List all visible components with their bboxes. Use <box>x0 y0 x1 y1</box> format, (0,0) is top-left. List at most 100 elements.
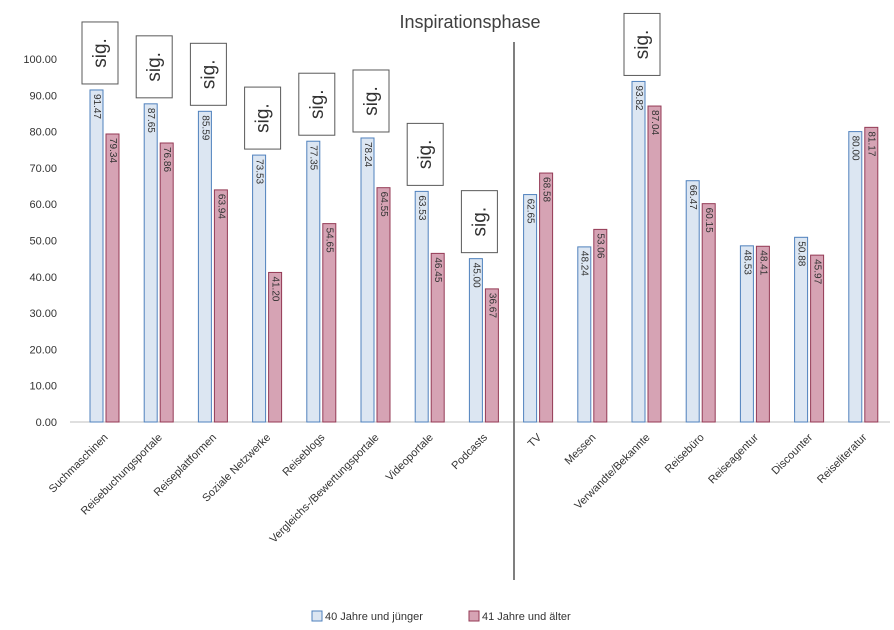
y-tick-label: 10.00 <box>29 381 57 393</box>
value-label: 87.04 <box>649 110 660 135</box>
category-label: Podcasts <box>450 431 491 472</box>
value-label: 64.55 <box>378 192 389 217</box>
sig-label: sig. <box>90 38 111 68</box>
bar-series-1 <box>794 236 809 423</box>
y-tick-label: 60.00 <box>29 199 57 211</box>
category-label: TV <box>526 431 545 450</box>
value-label: 87.65 <box>145 108 156 133</box>
sig-box <box>406 122 444 186</box>
bar-series-2 <box>701 203 716 423</box>
value-label: 76.86 <box>161 147 172 172</box>
category-label: Videoportale <box>384 432 436 484</box>
bar-series-1 <box>848 131 863 423</box>
sig-label: sig. <box>198 60 219 90</box>
sig-label: sig. <box>361 86 382 116</box>
sig-box <box>81 21 119 85</box>
category-label: Vergleichs-/Bewertungsportale <box>268 432 382 546</box>
bar-series-2 <box>322 223 337 423</box>
legend-label-series-1: 40 Jahre und jünger <box>325 611 423 623</box>
value-label: 63.53 <box>416 195 427 220</box>
value-label: 93.82 <box>633 85 644 110</box>
bar-series-2 <box>755 245 770 423</box>
legend-label-series-2: 41 Jahre und älter <box>482 611 571 623</box>
value-label: 48.41 <box>757 250 768 275</box>
bar-series-1 <box>468 258 483 423</box>
bar-series-1 <box>523 194 538 423</box>
bar-series-2 <box>810 254 825 423</box>
sig-box <box>460 190 498 254</box>
bar-series-1 <box>414 190 429 423</box>
bars <box>89 80 879 423</box>
bar-series-1 <box>143 103 158 423</box>
bar-series-2 <box>376 187 391 423</box>
bar-series-2 <box>213 189 228 423</box>
value-label: 91.47 <box>91 94 102 119</box>
bar-series-1 <box>306 140 321 423</box>
value-label: 68.58 <box>540 177 551 202</box>
y-axis-ticks: 0.00 10.00 20.00 30.00 40.00 50.00 60.00 70.00 8… <box>23 54 57 429</box>
sig-box <box>298 72 336 136</box>
bar-series-1 <box>89 89 104 423</box>
sig-label: sig. <box>307 89 328 119</box>
sig-label: sig. <box>253 103 274 133</box>
bar-series-2 <box>539 172 554 423</box>
value-label: 66.47 <box>687 185 698 210</box>
value-label: 80.00 <box>850 136 861 161</box>
bar-series-2 <box>484 288 499 423</box>
sig-box <box>244 86 282 150</box>
value-label: 48.53 <box>741 250 752 275</box>
legend-swatch-series-1 <box>311 610 323 622</box>
bar-series-1 <box>739 245 754 423</box>
category-label: Messen <box>563 432 599 468</box>
bar-series-1 <box>252 154 267 423</box>
y-tick-label: 70.00 <box>29 163 57 175</box>
value-label: 77.35 <box>308 145 319 170</box>
value-label: 60.15 <box>703 208 714 233</box>
value-label: 46.45 <box>432 257 443 282</box>
category-labels: SuchmaschinenReisebuchungsportaleReisepl… <box>47 431 870 545</box>
y-tick-label: 90.00 <box>29 90 57 102</box>
bar-series-2 <box>593 228 608 423</box>
sig-box <box>189 42 227 106</box>
value-label: 45.00 <box>470 263 481 288</box>
bar-series-1 <box>360 137 375 423</box>
value-label: 63.94 <box>215 194 226 219</box>
y-tick-label: 50.00 <box>29 236 57 248</box>
significance-markers: sig. sig. sig. sig. sig. sig. sig. sig. sig. <box>81 12 661 254</box>
value-label: 85.59 <box>199 115 210 140</box>
bar-series-1 <box>197 110 212 423</box>
value-label: 36.67 <box>486 293 497 318</box>
sig-label: sig. <box>144 52 165 82</box>
category-label: Reiseliteratur <box>815 431 870 486</box>
value-label: 45.97 <box>811 259 822 284</box>
sig-label: sig. <box>469 207 490 237</box>
y-tick-label: 30.00 <box>29 308 57 320</box>
value-label: 48.24 <box>579 251 590 276</box>
category-label: Reiseagentur <box>706 431 761 486</box>
sig-label: sig. <box>632 30 653 60</box>
value-label: 81.17 <box>866 131 877 156</box>
value-labels: 91.47 79.34 87.65 76.86 85.59 63.94 73.53 41.20… <box>91 85 877 318</box>
legend: 40 Jahre und jünger 41 Jahre und älter <box>311 610 571 623</box>
sig-box <box>135 35 173 99</box>
sig-box <box>352 69 390 133</box>
value-label: 73.53 <box>253 159 264 184</box>
chart-title: Inspirationsphase <box>399 12 540 32</box>
bar-series-2 <box>268 271 283 423</box>
value-label: 54.65 <box>324 228 335 253</box>
bar-series-2 <box>105 133 120 423</box>
value-label: 50.88 <box>795 241 806 266</box>
sig-box <box>623 12 661 76</box>
value-label: 78.24 <box>362 142 373 167</box>
bar-series-2 <box>864 126 879 423</box>
y-tick-label: 100.00 <box>23 54 57 66</box>
value-label: 53.06 <box>595 233 606 258</box>
value-label: 62.65 <box>524 199 535 224</box>
y-tick-label: 0.00 <box>36 417 57 429</box>
category-label: Discounter <box>770 431 816 477</box>
legend-swatch-series-2 <box>468 610 480 622</box>
bar-series-1 <box>631 80 646 423</box>
sig-label: sig. <box>415 140 436 170</box>
bar-series-2 <box>159 142 174 423</box>
